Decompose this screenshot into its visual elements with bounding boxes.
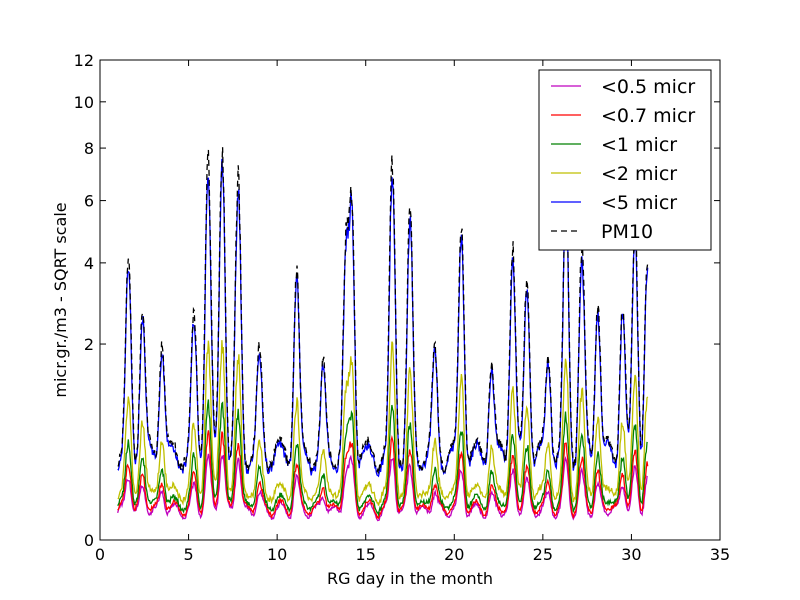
- x-tick-label: 0: [95, 545, 105, 564]
- x-tick-label: 35: [710, 545, 730, 564]
- y-tick-label: 12: [74, 51, 94, 70]
- legend-label-pm10: PM10: [601, 221, 653, 243]
- y-tick-label: 8: [84, 139, 94, 158]
- legend-label-pm-half-micron: <0.5 micr: [601, 76, 695, 98]
- x-tick-label: 30: [621, 545, 641, 564]
- series-line-pm-1-micron: [117, 399, 648, 518]
- y-tick-label: 0: [84, 531, 94, 550]
- series-line-pm-2-micron: [117, 340, 649, 506]
- legend-label-pm-2-micron: <2 micr: [601, 163, 677, 185]
- legend-label-pm-07-micron: <0.7 micr: [601, 105, 695, 127]
- x-tick-label: 15: [356, 545, 376, 564]
- legend-box: [538, 69, 712, 251]
- x-tick-label: 25: [533, 545, 553, 564]
- legend-label-pm-1-micron: <1 micr: [601, 134, 677, 156]
- x-axis-title: RG day in the month: [327, 569, 493, 588]
- y-tick-label: 2: [84, 335, 94, 354]
- series-layer: [117, 147, 649, 522]
- plot-frame: [99, 59, 721, 541]
- x-tick-label: 20: [444, 545, 464, 564]
- legend-label-pm-5-micron: <5 micr: [601, 192, 677, 214]
- series-line-pm-half-micron: [117, 453, 649, 522]
- series-line-pm10: [117, 147, 649, 475]
- y-tick-label: 6: [84, 192, 94, 211]
- y-tick-label: 4: [84, 254, 94, 273]
- x-tick-label: 10: [267, 545, 287, 564]
- y-axis-title: micr.gr./m3 - SQRT scale: [51, 202, 70, 397]
- y-tick-label: 10: [74, 93, 94, 112]
- axes-layer: 0 5 10 15 20 25 30 35 0 2 4 6 8 10 12: [74, 51, 731, 564]
- legend: <0.5 micr <0.7 micr <1 micr <2 micr <5 micr P…: [538, 69, 712, 251]
- series-line-pm-07-micron: [117, 430, 649, 520]
- x-tick-label: 5: [183, 545, 193, 564]
